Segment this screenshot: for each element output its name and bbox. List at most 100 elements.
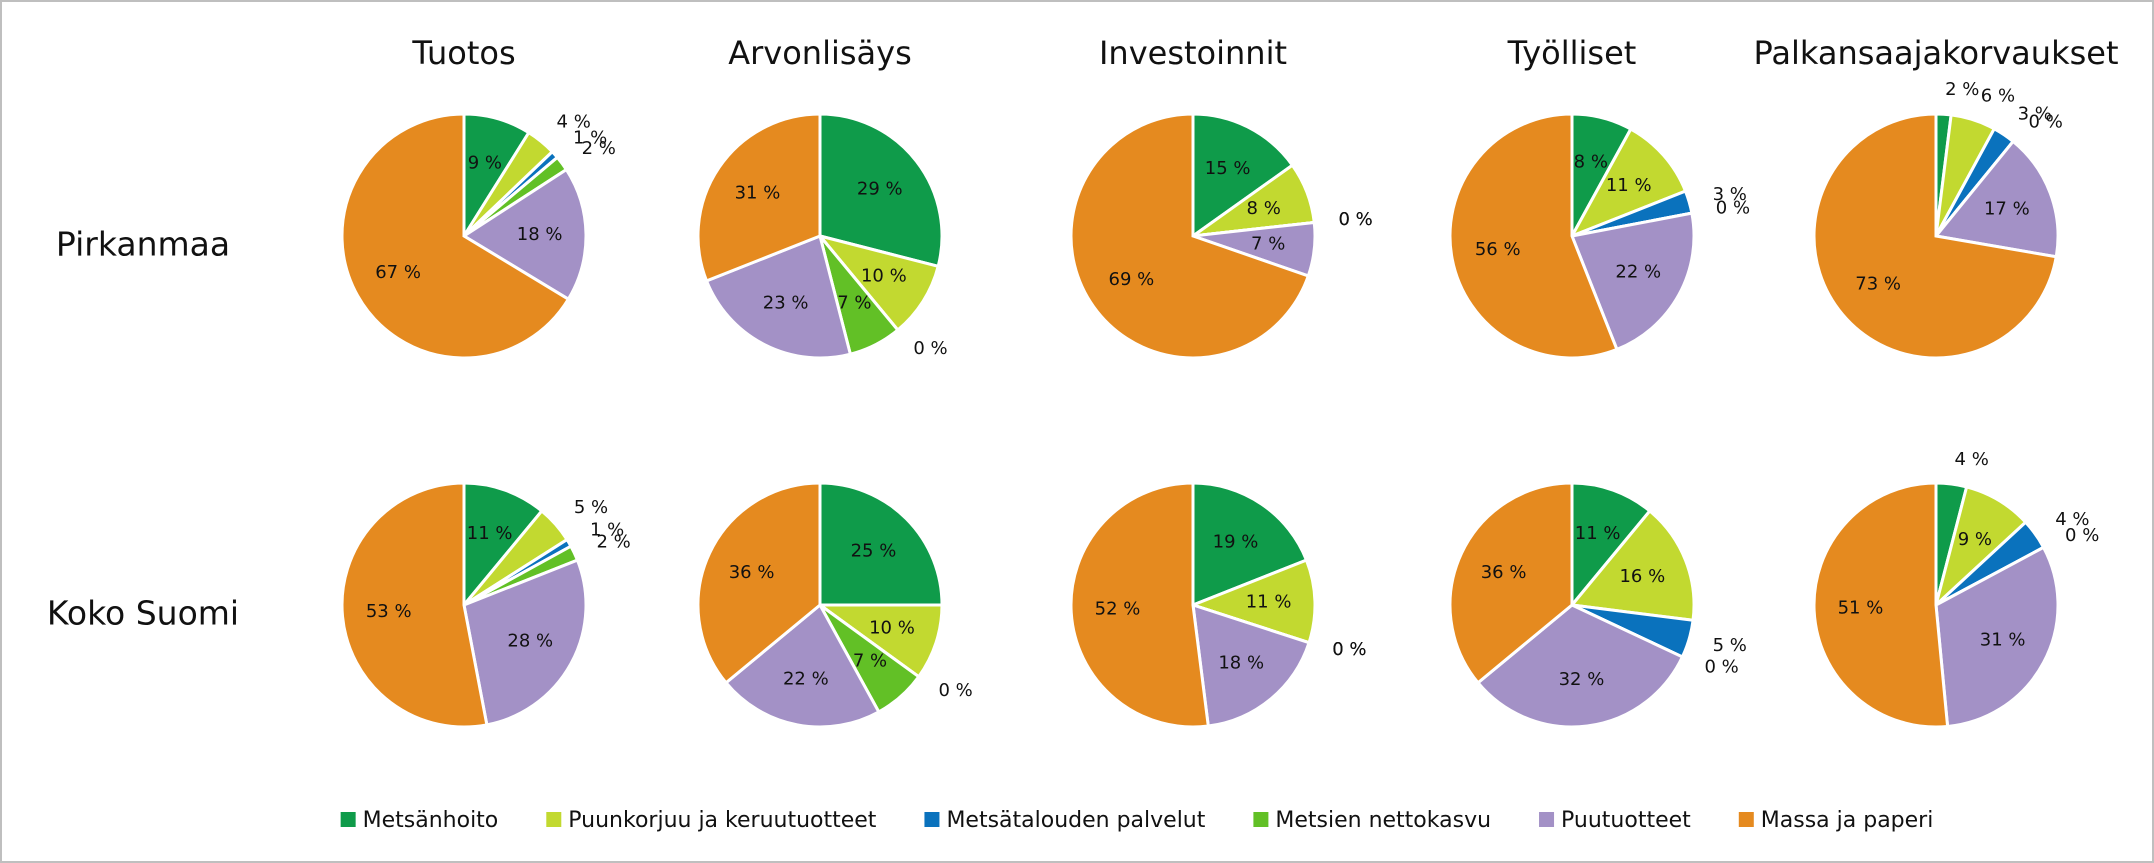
- pie-slice: [696, 481, 822, 685]
- data-label: 17 %: [1984, 199, 2030, 220]
- data-label: 11 %: [1246, 592, 1292, 613]
- pie-slice: [1069, 112, 1311, 360]
- pie-slice: [1569, 508, 1696, 622]
- legend-label: Massa ja paperi: [1761, 808, 1934, 833]
- data-label: 2 %: [582, 138, 616, 159]
- data-label: 22 %: [1615, 261, 1661, 282]
- pie-slice: [462, 481, 544, 610]
- data-label: 4 %: [2055, 509, 2089, 530]
- row-label: Pirkanmaa: [56, 225, 230, 264]
- data-label: 53 %: [366, 601, 412, 622]
- data-label: 5 %: [1713, 635, 1747, 656]
- data-label: 8 %: [1247, 198, 1281, 219]
- legend-swatch: [1253, 812, 1269, 827]
- data-label: 0 %: [1338, 209, 1372, 230]
- pie-slice: [818, 112, 944, 269]
- pie-slice: [462, 558, 588, 727]
- data-label: 23 %: [763, 292, 809, 313]
- legend-swatch: [340, 812, 356, 827]
- data-label: 31 %: [735, 182, 781, 203]
- pie-slice: [1569, 211, 1696, 352]
- data-label: 9 %: [468, 152, 502, 173]
- data-label: 1 %: [573, 127, 607, 148]
- data-label: 7 %: [1251, 233, 1285, 254]
- data-label: 0 %: [1338, 209, 1372, 230]
- pie-slice: [818, 481, 944, 607]
- column-title: Palkansaajakorvaukset: [1754, 34, 2119, 72]
- data-label: 18 %: [517, 224, 563, 245]
- pie-slice: [1933, 139, 2060, 259]
- legend-label: Puutuotteet: [1561, 808, 1691, 833]
- row-label: Koko Suomi: [47, 594, 239, 633]
- data-label: 0 %: [913, 338, 947, 359]
- data-label: 0 %: [1704, 656, 1738, 677]
- data-label: 10 %: [861, 266, 907, 287]
- data-label: 2 %: [596, 532, 630, 553]
- data-label: 32 %: [1559, 669, 1605, 690]
- pie-slice: [1069, 481, 1210, 729]
- data-label: 36 %: [1481, 562, 1527, 583]
- data-label: 11 %: [1606, 175, 1652, 196]
- data-label: 19 %: [1213, 531, 1259, 552]
- data-label: 31 %: [1980, 630, 2026, 651]
- data-label: 2 %: [1945, 79, 1979, 100]
- column-title: Tuotos: [411, 34, 515, 72]
- data-label: 4 %: [557, 112, 591, 133]
- data-label: 0 %: [938, 680, 972, 701]
- legend-swatch: [546, 812, 562, 827]
- data-label: 4 %: [1955, 449, 1989, 470]
- data-label: 28 %: [507, 630, 553, 651]
- data-label: 67 %: [375, 262, 421, 283]
- data-label: 0 %: [2029, 112, 2063, 133]
- legend-swatch: [924, 812, 940, 827]
- data-label: 15 %: [1205, 158, 1251, 179]
- data-label: 5 %: [574, 497, 608, 518]
- pie-slice: [461, 167, 588, 302]
- column-title: Työlliset: [1507, 34, 1637, 72]
- legend-label: Metsien nettokasvu: [1275, 808, 1491, 833]
- data-label: 56 %: [1475, 239, 1521, 260]
- pie-slice: [704, 233, 853, 360]
- legend-label: Puunkorjuu ja keruutuotteet: [568, 808, 877, 833]
- data-label: 18 %: [1218, 652, 1264, 673]
- data-label: 22 %: [783, 668, 829, 689]
- pie-slice: [696, 112, 822, 283]
- pie-slice: [1191, 602, 1311, 728]
- data-label: 7 %: [837, 292, 871, 313]
- data-label: 3 %: [2018, 103, 2052, 124]
- pie-slice: [723, 602, 881, 729]
- pie-slice: [1448, 481, 1574, 685]
- data-label: 73 %: [1855, 274, 1901, 295]
- pie-slice: [1568, 127, 1688, 239]
- legend-label: Metsätalouden palvelut: [946, 808, 1205, 833]
- data-label: 7 %: [853, 651, 887, 672]
- data-label: 11 %: [1575, 523, 1621, 544]
- pie-slice: [1188, 558, 1317, 645]
- data-label: 11 %: [467, 523, 513, 544]
- pie-slice: [1475, 603, 1685, 729]
- data-label: 16 %: [1619, 566, 1665, 587]
- data-label: 8 %: [1574, 152, 1608, 173]
- data-label: 69 %: [1109, 269, 1155, 290]
- data-label: 0 %: [1332, 639, 1366, 660]
- pie-slice: [1191, 481, 1309, 608]
- data-label: 10 %: [869, 617, 915, 638]
- column-title: Arvonlisäys: [728, 34, 912, 72]
- data-label: 1 %: [590, 519, 624, 540]
- data-label: 0 %: [1716, 198, 1750, 219]
- data-label: 29 %: [857, 179, 903, 200]
- pie-slice: [1812, 112, 2058, 360]
- pie-slice: [1191, 112, 1295, 239]
- data-label: 36 %: [729, 562, 775, 583]
- pie-slice: [1448, 112, 1619, 360]
- data-label: 0 %: [1332, 639, 1366, 660]
- data-label: 3 %: [1713, 184, 1747, 205]
- data-label: 52 %: [1095, 599, 1141, 620]
- pie-slice: [340, 112, 571, 360]
- legend-swatch: [1738, 812, 1754, 827]
- data-label: 0 %: [2065, 525, 2099, 546]
- column-title: Investoinnit: [1099, 34, 1287, 72]
- pie-slice: [1570, 481, 1652, 610]
